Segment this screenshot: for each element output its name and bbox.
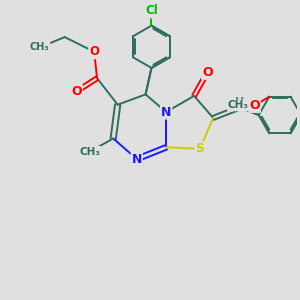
Text: O: O	[71, 85, 82, 98]
Text: N: N	[132, 153, 142, 166]
Text: O: O	[89, 45, 99, 58]
Text: S: S	[196, 142, 205, 155]
Text: O: O	[249, 99, 260, 112]
Text: O: O	[202, 66, 213, 79]
Text: H: H	[235, 97, 244, 107]
Text: CH₃: CH₃	[228, 100, 249, 110]
Text: Cl: Cl	[145, 4, 158, 17]
Text: N: N	[161, 106, 171, 118]
Text: CH₃: CH₃	[30, 42, 50, 52]
Text: CH₃: CH₃	[79, 147, 100, 157]
